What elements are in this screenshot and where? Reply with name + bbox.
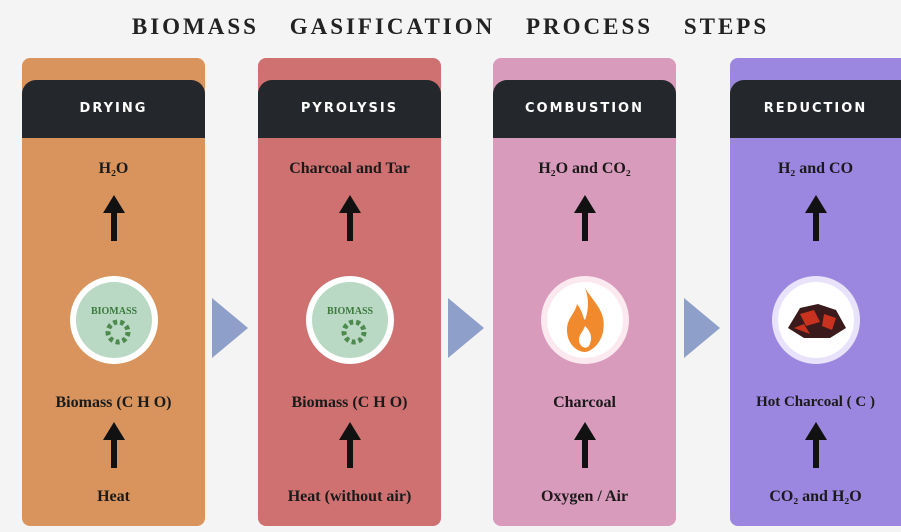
step-source: CO₂ and H₂O — [730, 488, 901, 506]
step-card: DRYING H₂O BIOMASS Biomass (C H O) Heat — [22, 58, 205, 526]
arrow-up — [102, 193, 126, 243]
step-input: Biomass (C H O) — [22, 394, 205, 412]
icon-text: BIOMASS — [90, 306, 137, 317]
arrow-up — [573, 420, 597, 470]
step-input: Charcoal — [493, 394, 676, 412]
step-output: H₂ and CO — [730, 160, 901, 178]
biomass-icon: BIOMASS — [68, 274, 160, 366]
step-source: Heat (without air) — [258, 488, 441, 506]
step-output: Charcoal and Tar — [258, 160, 441, 178]
step-source: Oxygen / Air — [493, 488, 676, 506]
step-label: COMBUSTION — [493, 80, 676, 138]
chevron — [446, 296, 486, 360]
chevron — [210, 296, 250, 360]
arrow-up — [338, 193, 362, 243]
coal-icon — [770, 274, 862, 366]
icon-text: BIOMASS — [326, 306, 373, 317]
chevron — [682, 296, 722, 360]
arrow-up — [338, 420, 362, 470]
arrow-up — [804, 420, 828, 470]
step-label: PYROLYSIS — [258, 80, 441, 138]
arrow-up — [804, 193, 828, 243]
page: BIOMASS GASIFICATION PROCESS STEPS DRYIN… — [0, 0, 901, 532]
step-card: REDUCTION H₂ and CO Hot Charcoal ( C ) C… — [730, 58, 901, 526]
step-source: Heat — [22, 488, 205, 506]
title: BIOMASS GASIFICATION PROCESS STEPS — [0, 14, 901, 40]
arrow-up — [573, 193, 597, 243]
step-card: PYROLYSIS Charcoal and Tar BIOMASS Bioma… — [258, 58, 441, 526]
step-label: DRYING — [22, 80, 205, 138]
step-output: H₂O — [22, 160, 205, 178]
step-input: Biomass (C H O) — [258, 394, 441, 412]
step-card: COMBUSTION H₂O and CO₂ Charcoal Oxygen /… — [493, 58, 676, 526]
arrow-up — [102, 420, 126, 470]
step-input: Hot Charcoal ( C ) — [730, 394, 901, 411]
step-output: H₂O and CO₂ — [493, 160, 676, 178]
step-label: REDUCTION — [730, 80, 901, 138]
biomass-icon: BIOMASS — [304, 274, 396, 366]
flame-icon — [539, 274, 631, 366]
